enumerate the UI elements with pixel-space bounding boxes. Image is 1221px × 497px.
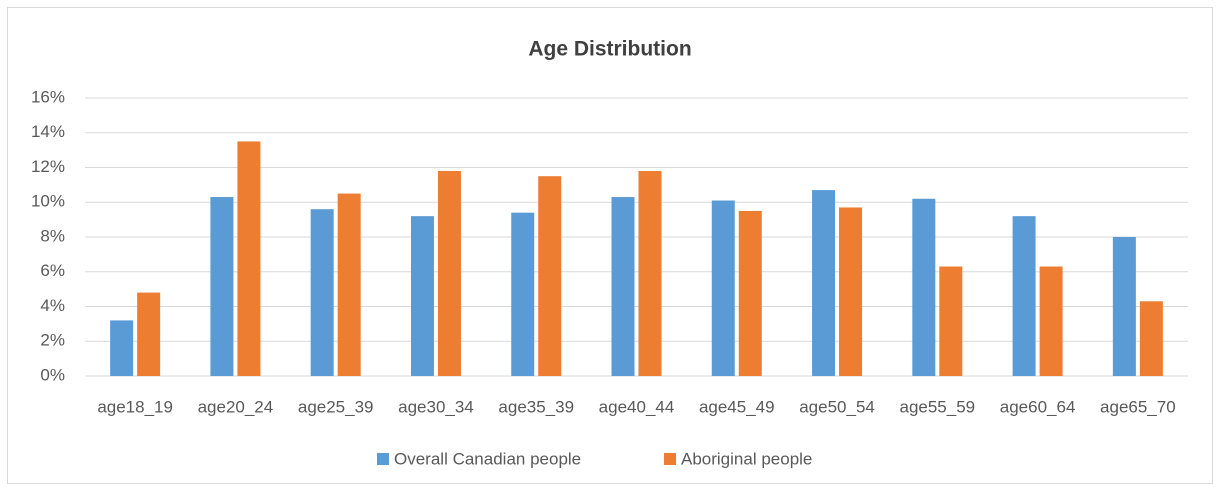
x-tick-label: age30_34: [398, 397, 474, 416]
bar: [337, 193, 361, 376]
x-tick-label: age45_49: [699, 397, 775, 416]
bar: [1012, 216, 1036, 376]
y-tick-label: 16%: [31, 87, 65, 106]
chart-title: Age Distribution: [528, 38, 691, 61]
bar: [538, 176, 562, 376]
y-tick-label: 4%: [40, 296, 65, 315]
y-tick-label: 2%: [40, 331, 65, 350]
x-tick-label: age18_19: [97, 397, 173, 416]
bar: [410, 216, 434, 376]
bar: [638, 170, 662, 376]
bar: [1039, 266, 1063, 376]
y-tick-label: 6%: [40, 261, 65, 280]
legend-label: Aboriginal people: [681, 449, 812, 468]
x-tick-label: age50_54: [799, 397, 875, 416]
x-tick-label: age55_59: [899, 397, 975, 416]
x-tick-label: age65_70: [1100, 397, 1176, 416]
x-tick-label: age40_44: [599, 397, 675, 416]
x-tick-label: age60_64: [1000, 397, 1076, 416]
bar: [237, 141, 261, 376]
bar: [611, 197, 635, 376]
chart-border: [7, 7, 1213, 484]
bar: [137, 292, 161, 376]
x-tick-label: age35_39: [498, 397, 574, 416]
x-tick-label: age20_24: [198, 397, 274, 416]
bar: [310, 209, 334, 376]
bar: [1139, 301, 1163, 376]
y-tick-label: 12%: [31, 157, 65, 176]
y-tick-label: 10%: [31, 192, 65, 211]
legend-label: Overall Canadian people: [394, 449, 581, 468]
bar: [939, 266, 963, 376]
bar: [210, 197, 234, 376]
legend-swatch: [377, 453, 389, 465]
bar: [711, 200, 735, 376]
bar: [738, 210, 762, 376]
bar: [437, 170, 461, 376]
y-tick-label: 14%: [31, 122, 65, 141]
y-tick-label: 8%: [40, 226, 65, 245]
y-tick-label: 0%: [40, 365, 65, 384]
bar: [812, 190, 836, 376]
bar: [511, 212, 535, 376]
bar: [912, 198, 936, 376]
bar: [110, 320, 134, 376]
bar: [839, 207, 863, 376]
bar: [1112, 237, 1136, 376]
legend-swatch: [664, 453, 676, 465]
x-tick-label: age25_39: [298, 397, 374, 416]
